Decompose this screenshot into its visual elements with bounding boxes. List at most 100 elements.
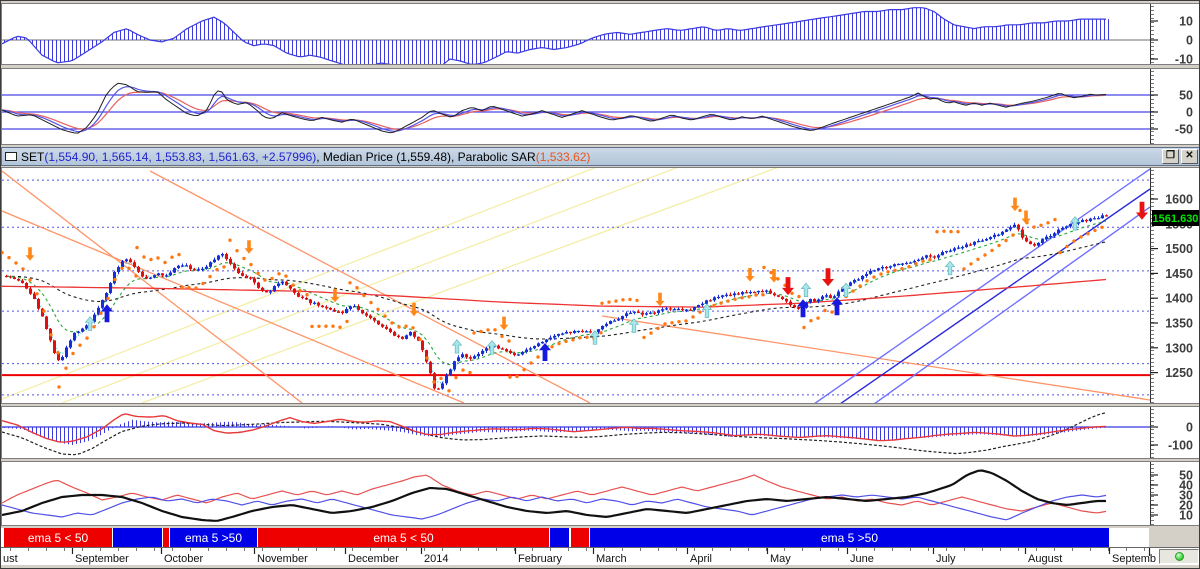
y-axis-label: 40 [1179,479,1193,493]
ribbon-segment-blue: ema 5 >50 [170,528,257,547]
month-label: February [518,553,563,565]
ribbon-segment-blue: ema 5 >50 [590,528,1109,547]
sell-arrow-icon [769,269,779,283]
envelope-line [2,7,1106,64]
month-label: June [850,553,874,565]
minus-di-red [2,474,1107,514]
date-ticks [10,548,1151,556]
y-axis-label: 50 [1179,89,1193,103]
buy-arrow-icon [84,316,96,331]
sell-arrow-icon [409,302,419,317]
main-price-panel[interactable]: 160015501500145014001350130012501561.630 [1,167,1200,404]
close-button[interactable]: ✕ [1181,149,1198,164]
symbol-ohlc-text-1: SET [21,149,45,164]
date-labels: ust September October November December 2014 F… [3,553,1156,565]
buy-arrow-icon [944,260,956,276]
y-axis-label: 10 [1179,15,1193,29]
threshold-lines [2,94,1150,130]
signal-line-blue [2,86,1107,133]
parabolic-sar-value: (1,533.62) [535,149,591,164]
y-axis-label: -100 [1168,439,1193,453]
red-long-ma [2,278,1107,308]
buy-arrow-icon [451,339,463,354]
indicator-panel-price-oscillator[interactable]: 0 -100 [1,406,1200,459]
buy-arrow-icon [800,282,812,298]
y-axis: 10 0 -10 [1150,4,1193,66]
ribbon-segment-red: ema 5 < 50 [4,528,112,547]
uptrend-channel-lines [814,168,1151,403]
month-label: August [1028,553,1062,565]
sell-arrow-icon [822,268,834,287]
y-axis: 50 0 -50 [1150,69,1193,144]
month-label: July [936,553,956,565]
month-label: October [164,553,203,565]
symbol-ohlc-text-2: (1,554.90, 1,565.14, 1,553.83, 1,561.63,… [44,149,317,164]
sell-arrow-icon [330,288,340,303]
buy-arrow-icon [539,343,551,361]
fast-line-black [2,82,1107,134]
buy-arrow-icon [831,297,843,316]
sell-arrow-icon [782,277,794,296]
sell-arrow-icon [244,240,254,254]
month-label: September [75,553,129,565]
buy-arrow-icon [797,299,809,318]
y-axis-label: 1250 [1165,366,1193,380]
buy-arrow-icon [101,304,113,323]
sell-arrow-icon [1010,197,1020,212]
buy-arrow-icon [589,330,601,345]
buy-arrow-icon [701,303,713,318]
y-axis-label: 0 [1186,421,1193,435]
y-axis-label: 1450 [1165,267,1193,281]
signal-arrows [25,197,1148,361]
maximize-button[interactable]: ❐ [1162,149,1179,164]
candles-layer [5,213,1108,390]
price-oscillator-chart[interactable]: 0 -100 [2,407,1200,459]
y-axis-label: 1350 [1165,317,1193,331]
y-axis-label: -50 [1175,123,1193,137]
black-dashed-ma [6,241,1107,340]
month-label: March [596,553,627,565]
faint-uptrend-lines [2,168,778,403]
y-axis: 0 -100 [1150,407,1193,458]
histogram-oscillator-chart[interactable]: 10 0 -10 [2,4,1200,65]
date-axis-ticks: ust September October November December 2014 F… [3,548,1156,565]
ribbon-segment-red: ema 5 < 50 [258,528,549,547]
y-axis-label: -10 [1175,53,1193,66]
buy-arrow-icon [840,282,852,298]
indicator-panel-stochastic[interactable]: 50 0 -50 [1,68,1200,145]
downtrend-lines [2,170,1151,403]
red-oscillator-line [2,413,1107,443]
candlestick-price-chart[interactable]: 160015501500145014001350130012501561.630 [2,168,1200,404]
ribbon-segment-blue [550,528,569,547]
month-label: April [690,553,712,565]
sell-arrow-icon [25,247,35,261]
ribbon-segment-blue [113,528,162,547]
ribbon-segment-red [163,528,169,547]
chart-title-bar[interactable]: SET (1,554.90, 1,565.14, 1,553.83, 1,561… [1,147,1199,166]
plus-di-blue [2,494,1107,521]
buy-arrow-icon [628,318,640,333]
y-axis-label: 0 [1186,34,1193,48]
stochastic-oscillator-chart[interactable]: 50 0 -50 [2,69,1200,145]
parabolic-sar-dots [2,208,1104,393]
indicator-panel-adx[interactable]: 50 40 30 20 10 [1,461,1200,526]
window-menu-icon[interactable] [5,152,17,161]
indicator-panel-top-histogram[interactable]: 10 0 -10 [1,3,1200,65]
last-price-tag: 1561.630 [1152,210,1199,226]
sell-arrow-icon [745,268,755,282]
y-axis-label: 1500 [1165,242,1193,256]
histogram-bars [4,7,1109,64]
slow-line-red [2,91,1107,130]
buy-arrow-icon [486,340,498,355]
month-label: 2014 [424,553,448,565]
histogram-bars [4,419,1109,445]
month-label: ust [3,553,18,565]
connection-status-green-icon [1174,552,1184,561]
median-price-text: , Median Price (1,559.48), Parabolic SAR [316,149,536,164]
date-axis[interactable]: ust September October November December 2014 F… [1,547,1199,565]
ema-signal-ribbon: ema 5 < 50 ema 5 >50 ema 5 < 50 ema 5 >50 [1,528,1149,547]
green-dashed-ma [5,220,1107,366]
y-axis-label: 0 [1186,106,1193,120]
